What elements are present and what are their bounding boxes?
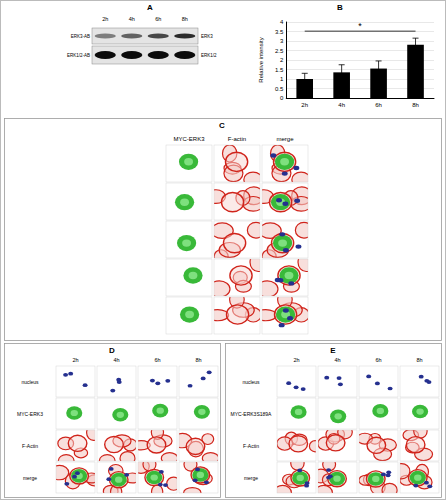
svg-text:6h: 6h	[155, 16, 161, 22]
svg-text:F-Actin: F-Actin	[22, 443, 38, 449]
svg-text:4h: 4h	[338, 102, 345, 108]
svg-text:nucleus: nucleus	[21, 379, 39, 385]
svg-text:1: 1	[280, 76, 284, 82]
svg-text:ERK3-AB: ERK3-AB	[71, 34, 90, 39]
svg-text:E: E	[330, 346, 336, 355]
svg-text:D: D	[109, 346, 115, 355]
svg-text:1.5: 1.5	[275, 67, 284, 73]
svg-text:2.5: 2.5	[275, 48, 284, 54]
svg-text:ERK1/2: ERK1/2	[201, 53, 217, 58]
svg-text:3.5: 3.5	[275, 29, 284, 35]
svg-text:2h: 2h	[293, 357, 299, 363]
svg-text:8h: 8h	[182, 16, 188, 22]
svg-text:4h: 4h	[113, 357, 119, 363]
svg-text:MYC-ERK3S189A: MYC-ERK3S189A	[231, 411, 273, 417]
svg-text:2h: 2h	[72, 357, 78, 363]
svg-text:F-Actin: F-Actin	[243, 443, 259, 449]
svg-text:F-actin: F-actin	[228, 136, 246, 142]
svg-text:MYC-ERK3: MYC-ERK3	[173, 136, 205, 142]
svg-text:6h: 6h	[375, 357, 381, 363]
svg-text:A: A	[147, 3, 153, 12]
svg-text:merge: merge	[244, 475, 258, 481]
svg-text:ERK3: ERK3	[201, 34, 213, 39]
svg-text:6h: 6h	[375, 102, 382, 108]
svg-text:0.5: 0.5	[275, 86, 284, 92]
svg-text:merge: merge	[23, 475, 37, 481]
svg-text:*: *	[358, 21, 362, 31]
svg-text:4h: 4h	[334, 357, 340, 363]
svg-text:ERK1/2-AB: ERK1/2-AB	[67, 53, 90, 58]
svg-text:8h: 8h	[416, 357, 422, 363]
svg-text:Relative intensity: Relative intensity	[258, 37, 264, 82]
svg-text:8h: 8h	[195, 357, 201, 363]
svg-text:2: 2	[280, 57, 284, 63]
svg-text:0: 0	[280, 95, 284, 101]
svg-text:B: B	[337, 3, 343, 12]
svg-text:6h: 6h	[154, 357, 160, 363]
svg-text:nucleus: nucleus	[242, 379, 260, 385]
svg-text:4h: 4h	[129, 16, 135, 22]
svg-text:MYC-ERK3: MYC-ERK3	[17, 411, 43, 417]
svg-text:4: 4	[280, 19, 284, 25]
svg-text:2h: 2h	[102, 16, 108, 22]
svg-text:merge: merge	[276, 136, 294, 142]
svg-text:3: 3	[280, 38, 284, 44]
svg-text:C: C	[219, 121, 225, 130]
svg-text:8h: 8h	[412, 102, 419, 108]
svg-text:2h: 2h	[301, 102, 308, 108]
